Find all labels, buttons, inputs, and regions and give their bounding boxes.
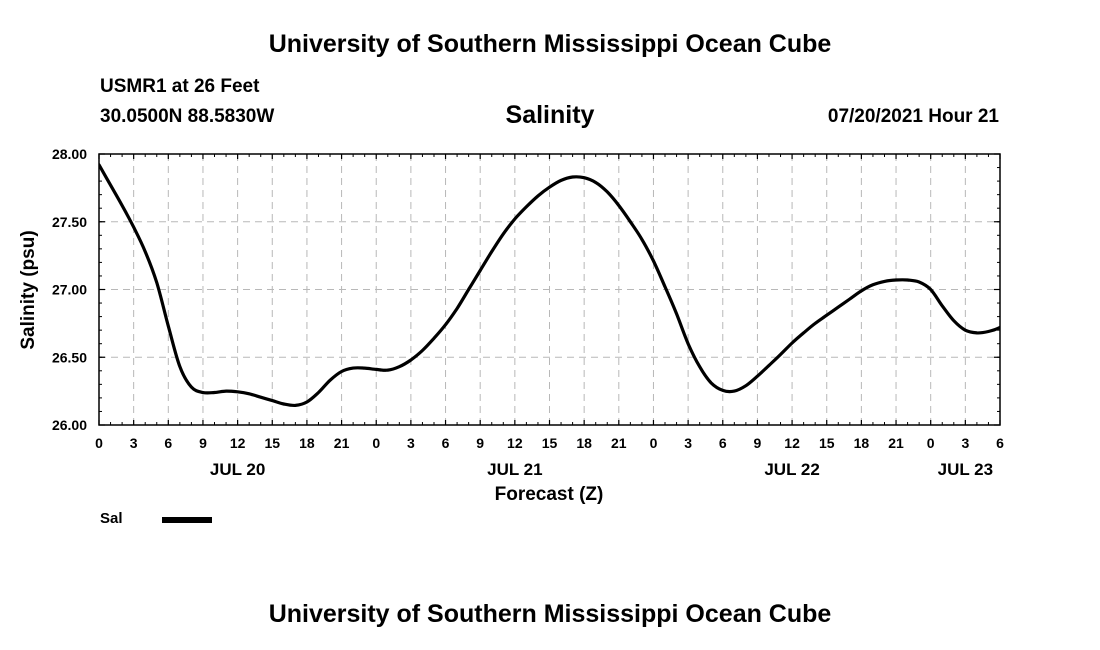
series-layer [99,163,1000,408]
y-axis-label: Salinity (psu) [18,230,39,349]
x-tick-label: 9 [476,435,484,451]
x-tick-label: 3 [684,435,692,451]
x-tick-label: 15 [542,435,558,451]
day-label: JUL 21 [487,460,542,479]
series-line-salinity [99,163,1000,408]
x-axis-label: Forecast (Z) [495,484,604,505]
x-tick-label: 18 [854,435,870,451]
station-label: USMR1 at 26 Feet [100,76,260,97]
chart-title: University of Southern Mississippi Ocean… [268,30,832,58]
day-label: JUL 23 [938,460,993,479]
y-tick-label: 28.00 [52,146,87,162]
x-tick-label: 0 [650,435,658,451]
x-tick-label: 12 [507,435,523,451]
variable-title: Salinity [505,101,595,129]
legend-swatch [162,517,212,523]
y-tick-label: 27.00 [52,282,87,298]
x-tick-label: 3 [130,435,138,451]
x-tick-label: 0 [95,435,103,451]
y-tick-label: 26.50 [52,349,87,365]
x-tick-label: 3 [961,435,969,451]
x-tick-label: 12 [784,435,800,451]
legend-label: Sal [100,510,123,527]
axes: 0 3 6 9 12 15 18 21 0 3 6 9 12 15 18 21 0 3 6 9 12 15 18 21 0 3 6 2… [52,146,1004,479]
x-tick-label: 3 [407,435,415,451]
coordinates-label: 30.0500N 88.5830W [100,106,275,127]
x-tick-label: 0 [372,435,380,451]
x-tick-label: 12 [230,435,246,451]
x-tick-label: 9 [754,435,762,451]
footer-title: University of Southern Mississippi Ocean… [268,600,832,628]
x-tick-label: 21 [334,435,350,451]
x-tick-label: 18 [299,435,315,451]
day-label: JUL 20 [210,460,265,479]
x-tick-label: 21 [611,435,627,451]
x-tick-label: 6 [996,435,1004,451]
x-tick-label: 15 [819,435,835,451]
y-tick-label: 27.50 [52,214,87,230]
x-tick-label: 6 [164,435,172,451]
x-tick-label: 6 [719,435,727,451]
x-tick-label: 15 [264,435,280,451]
x-tick-label: 9 [199,435,207,451]
forecast-datetime: 07/20/2021 Hour 21 [827,106,999,127]
day-label: JUL 22 [764,460,819,479]
y-tick-label: 26.00 [52,417,87,433]
x-tick-label: 21 [888,435,904,451]
x-tick-label: 6 [442,435,450,451]
x-tick-label: 0 [927,435,935,451]
x-tick-label: 18 [576,435,592,451]
